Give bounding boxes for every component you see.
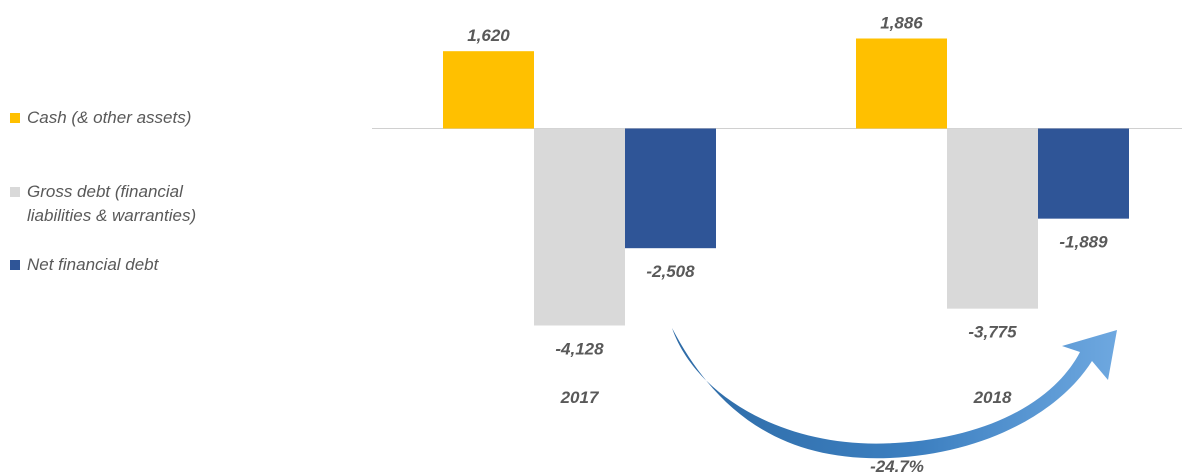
bar-gross-debt-2018 (947, 128, 1038, 309)
legend-item-net-debt: Net financial debt (10, 253, 277, 277)
legend-label-cash: Cash (& other assets) (27, 108, 192, 127)
legend-item-cash: Cash (& other assets) (10, 106, 277, 130)
data-label-net-debt-2018: -1,889 (1059, 233, 1108, 252)
data-label-gross-debt-2017: -4,128 (555, 340, 604, 359)
change-label: -24.7% (870, 457, 924, 476)
data-label-net-debt-2017: -2,508 (646, 262, 695, 281)
legend-swatch-gross-debt (10, 187, 20, 197)
data-label-cash-2017: 1,620 (467, 26, 510, 45)
change-arrow-group: -24.7% (672, 328, 1117, 476)
legend-item-gross-debt: Gross debt (financial liabilities & warr… (10, 180, 277, 228)
legend-label-gross-debt-line-2: liabilities & warranties) (27, 206, 197, 225)
bars (443, 38, 1129, 326)
legend-label-gross-debt-line-1: Gross debt (financial (27, 182, 183, 201)
bar-gross-debt-2017 (534, 128, 625, 326)
data-label-gross-debt-2018: -3,775 (968, 323, 1017, 342)
legend: Cash (& other assets) Gross debt (financ… (10, 0, 310, 476)
bar-cash-2018 (856, 38, 947, 129)
legend-label-net-debt: Net financial debt (27, 255, 159, 274)
bar-net-debt-2017 (625, 128, 716, 249)
legend-swatch-cash (10, 113, 20, 123)
data-labels: 1,620 -4,128 -2,508 2017 1,886 -3,775 -1,889 20… (467, 13, 1108, 407)
bar-net-debt-2018 (1038, 128, 1129, 219)
bar-cash-2017 (443, 51, 534, 129)
category-label-2017: 2017 (560, 388, 600, 407)
data-label-cash-2018: 1,886 (880, 13, 923, 32)
legend-swatch-net-debt (10, 260, 20, 270)
change-arrow (672, 328, 1117, 459)
legend-label-gross-debt: Gross debt (financial liabilities & warr… (27, 180, 277, 228)
category-label-2018: 2018 (973, 388, 1012, 407)
